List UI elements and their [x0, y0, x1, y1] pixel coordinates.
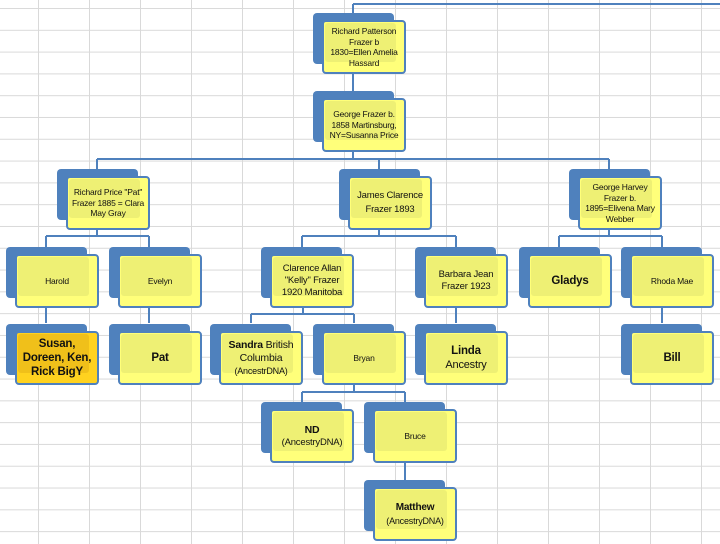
connector-top	[352, 3, 720, 13]
node-richard-price[interactable]: Richard Price "Pat" Frazer 1885 = Clara Ma…	[57, 169, 150, 230]
node-george-harvey[interactable]: George Harvey Frazer b. 1895=Elivena Mary W…	[569, 169, 662, 230]
node-harold[interactable]: Harold	[6, 247, 99, 308]
node-bryan[interactable]: Bryan	[313, 324, 406, 385]
node-evelyn[interactable]: Evelyn	[109, 247, 202, 308]
node-barbara[interactable]: Barbara Jean Frazer 1923	[415, 247, 508, 308]
connector-georgeharvey-children	[558, 229, 663, 247]
node-sandra[interactable]: Sandra British Columbia (AncestrDNA)	[210, 324, 303, 385]
connector-james-children	[301, 229, 457, 247]
node-matthew[interactable]: Matthew (AncestryDNA)	[364, 480, 457, 541]
connector-richardprice-children	[45, 229, 150, 247]
node-clarence[interactable]: Clarence Allan "Kelly" Frazer 1920 Manitob…	[261, 247, 354, 308]
node-nd[interactable]: ND (AncestryDNA)	[261, 402, 354, 463]
node-linda[interactable]: Linda Ancestry	[415, 324, 508, 385]
node-james[interactable]: James Clarence Frazer 1893	[339, 169, 432, 230]
node-richard-patterson[interactable]: Richard Patterson Frazer b 1830=Ellen Amel…	[313, 13, 406, 74]
node-bill[interactable]: Bill	[621, 324, 714, 385]
node-george[interactable]: George Frazer b. 1858 Martinsburg, NY=Susa…	[313, 91, 406, 152]
node-gladys[interactable]: Gladys	[519, 247, 612, 308]
connector-george-children	[96, 152, 610, 169]
connector-bryan-children	[301, 385, 406, 402]
node-rhoda[interactable]: Rhoda Mae	[621, 247, 714, 308]
node-pat[interactable]: Pat	[109, 324, 202, 385]
node-bruce[interactable]: Bruce	[364, 402, 457, 463]
node-susan[interactable]: Susan, Doreen, Ken, Rick BigY	[6, 324, 99, 385]
connector-clarence-children	[250, 307, 355, 323]
